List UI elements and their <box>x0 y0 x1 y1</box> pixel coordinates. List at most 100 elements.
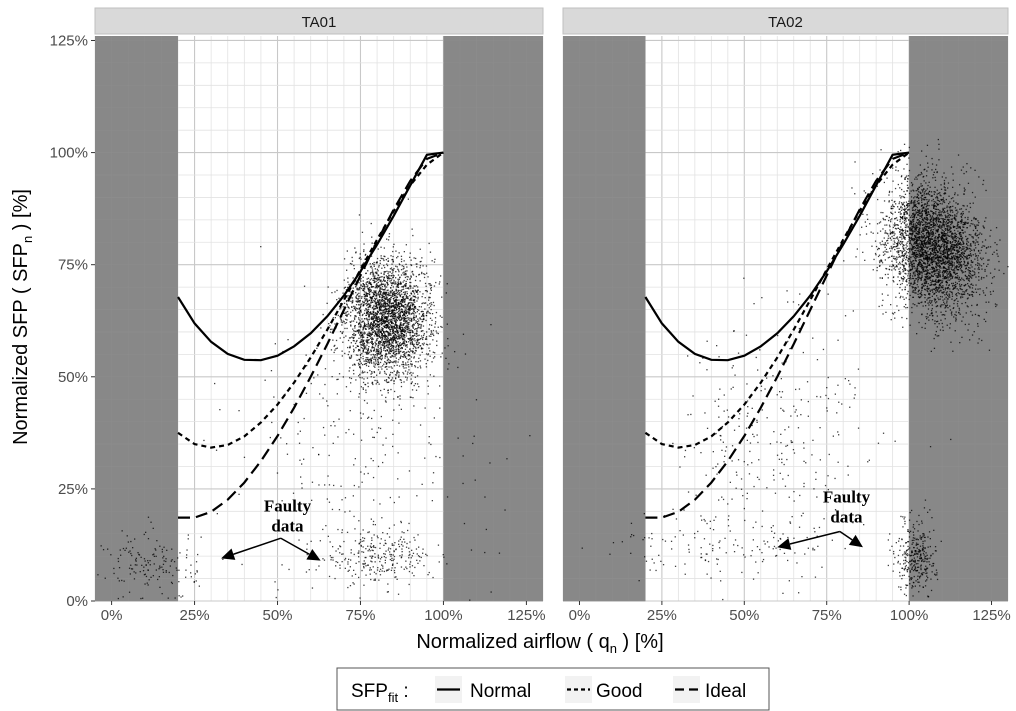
data-point <box>441 316 443 318</box>
data-point <box>410 287 412 289</box>
data-point <box>416 495 418 497</box>
data-point <box>382 295 384 298</box>
data-point <box>349 510 351 512</box>
data-point <box>420 324 423 326</box>
data-point <box>352 277 354 279</box>
data-point <box>430 308 432 311</box>
data-point <box>372 344 374 346</box>
data-point <box>195 561 198 563</box>
data-point <box>365 466 367 468</box>
data-point <box>178 595 180 597</box>
data-point <box>371 271 373 273</box>
data-point <box>359 349 361 351</box>
data-point <box>343 302 346 304</box>
data-point <box>951 249 953 251</box>
data-point <box>908 233 911 235</box>
data-point <box>414 340 416 342</box>
data-point <box>908 280 910 282</box>
data-point <box>402 356 404 358</box>
data-point <box>216 513 218 515</box>
data-point <box>417 318 419 320</box>
data-point <box>423 342 425 344</box>
data-point <box>303 458 305 460</box>
data-point <box>463 522 466 525</box>
data-point <box>300 476 302 478</box>
data-point <box>385 295 387 297</box>
data-point <box>954 299 956 301</box>
data-point <box>950 341 952 343</box>
data-point <box>412 325 414 327</box>
data-point <box>387 291 389 294</box>
data-point <box>354 325 356 327</box>
data-point <box>398 365 401 367</box>
data-point <box>351 575 353 577</box>
data-point <box>428 347 430 349</box>
data-point <box>412 327 414 329</box>
data-point <box>473 435 475 437</box>
data-point <box>360 297 363 299</box>
data-point <box>882 243 884 246</box>
data-point <box>419 317 421 319</box>
y-tick-label: 125% <box>50 32 88 49</box>
data-point <box>369 573 371 575</box>
data-point <box>387 335 390 337</box>
data-point <box>935 286 937 288</box>
data-point <box>413 300 415 302</box>
data-point <box>960 215 962 218</box>
data-point <box>942 292 944 294</box>
data-point <box>877 247 880 249</box>
data-point <box>366 319 369 321</box>
data-point <box>419 267 421 269</box>
data-point <box>408 557 410 559</box>
data-point <box>375 285 377 287</box>
data-point <box>353 373 355 375</box>
data-point <box>381 355 383 357</box>
data-point <box>381 320 384 322</box>
data-point <box>388 271 390 273</box>
data-point <box>155 549 157 551</box>
data-point <box>379 284 381 286</box>
data-point <box>402 305 404 307</box>
data-point <box>353 569 355 571</box>
data-point <box>386 313 389 315</box>
data-point <box>408 310 410 312</box>
data-point <box>372 274 375 276</box>
data-point <box>437 544 440 546</box>
data-point <box>410 319 413 321</box>
data-point <box>898 250 900 252</box>
data-point <box>387 239 390 241</box>
data-point <box>392 271 394 273</box>
data-point <box>389 271 391 273</box>
data-point <box>363 399 366 402</box>
data-point <box>393 558 395 560</box>
data-point <box>904 177 906 179</box>
data-point <box>388 301 390 304</box>
data-point <box>378 326 381 328</box>
data-point <box>922 223 925 226</box>
data-point <box>392 445 394 448</box>
data-point <box>383 338 386 340</box>
data-point <box>396 283 398 285</box>
data-point <box>974 272 976 274</box>
data-point <box>351 301 354 303</box>
data-point <box>392 286 394 288</box>
data-point <box>404 303 406 306</box>
data-point <box>391 349 393 351</box>
data-point <box>349 262 352 265</box>
data-point <box>926 299 928 301</box>
data-point <box>403 271 405 273</box>
data-point <box>287 339 289 341</box>
data-point <box>357 362 360 364</box>
data-point <box>411 565 414 567</box>
data-point <box>400 258 403 260</box>
data-point <box>393 390 396 393</box>
data-point <box>953 316 955 318</box>
data-point <box>376 343 378 345</box>
data-point <box>941 281 943 284</box>
data-point <box>431 333 433 335</box>
data-point <box>360 336 362 338</box>
data-point <box>389 268 392 270</box>
data-point <box>380 287 382 289</box>
data-point <box>396 311 399 314</box>
data-point <box>939 240 941 242</box>
